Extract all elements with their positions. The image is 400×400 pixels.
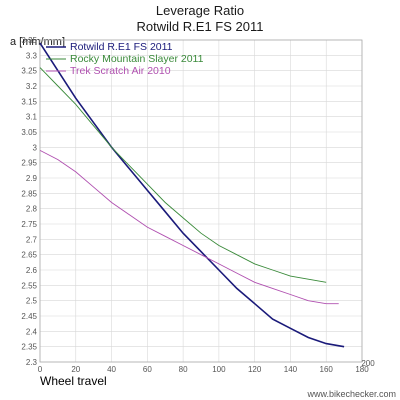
legend-label-2: Rocky Mountain Slayer 2011 [70,53,204,65]
watermark: www.bikechecker.com [306,389,396,399]
y-axis-ticks: 2.3 2.35 2.4 2.45 2.5 2.55 2.6 2.65 2.7 2.75 2.8 2.… [21,36,37,367]
series-line-1 [39,42,345,348]
x-axis-label: Wheel travel [40,374,107,388]
y-tick-label: 2.8 [26,205,38,214]
x-tick-label: 60 [143,365,152,374]
plot-frame [39,39,363,363]
x-tick-label: 160 [320,365,334,374]
y-tick-label: 2.85 [21,189,37,198]
y-tick-label: 3 [33,143,38,152]
x-tick-label: 20 [71,365,80,374]
y-tick-label: 3.35 [21,36,37,45]
x-tick-label: 100 [212,365,226,374]
y-tick-label: 2.55 [21,281,37,290]
y-tick-label: 3.25 [21,67,37,76]
x-tick-label: 40 [107,365,116,374]
y-axis-label: a [mm/mm] [10,36,65,48]
x-tick-label: 80 [179,365,188,374]
y-tick-label: 2.9 [26,174,38,183]
y-tick-label: 2.35 [21,343,37,352]
series-lines [39,42,345,348]
legend-label-3: Trek Scratch Air 2010 [70,65,171,77]
series-line-2 [39,67,327,283]
x-tick-label: 180 [355,365,369,374]
y-tick-label: 2.75 [21,220,37,229]
y-tick-label: 2.65 [21,251,37,260]
y-tick-label: 2.5 [26,297,38,306]
series-line-3 [39,149,339,305]
x-tick-label: 120 [248,365,262,374]
y-tick-label: 2.7 [26,235,38,244]
y-tick-label: 2.6 [26,266,38,275]
chart-title: Leverage Ratio [156,3,244,18]
x-tick-label: 200 [361,359,375,368]
y-tick-label: 3.15 [21,97,37,106]
y-tick-label: 2.3 [26,358,38,367]
y-tick-label: 3.3 [26,51,38,60]
chart-subtitle: Rotwild R.E1 FS 2011 [137,19,264,34]
y-tick-label: 3.2 [26,82,38,91]
y-tick-label: 3.05 [21,128,37,137]
y-tick-label: 2.95 [21,159,37,168]
y-tick-label: 3.1 [26,113,38,122]
y-tick-label: 2.4 [26,327,38,336]
x-tick-label: 140 [284,365,298,374]
legend-label-1: Rotwild R.E1 FS 2011 [70,41,173,53]
grid [39,39,363,363]
x-tick-label: 0 [38,365,43,374]
y-tick-label: 2.45 [21,312,37,321]
